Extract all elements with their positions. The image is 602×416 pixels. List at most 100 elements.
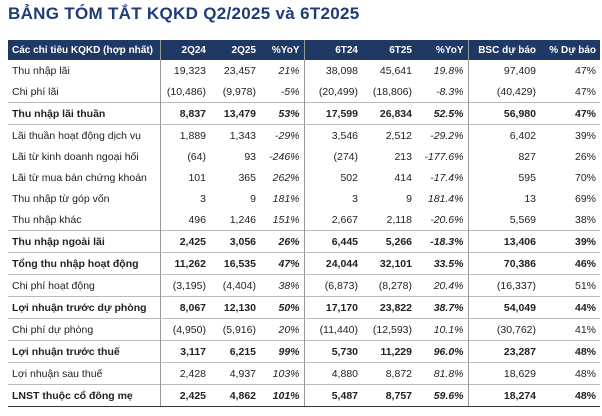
cell: 6,445: [304, 230, 362, 253]
row-label: Lãi từ mua bán chứng khoán: [8, 167, 161, 188]
table-row: Lợi nhuận trước thuế 3,117 6,215 99% 5,730 11…: [8, 340, 600, 363]
cell: 5,569: [509, 213, 536, 226]
cell: 13,406: [468, 230, 540, 253]
row-label: Thu nhập ngoài lãi: [8, 230, 161, 253]
cell: (5,916): [222, 323, 256, 336]
cell: (30,762): [496, 323, 536, 336]
row-label: Lãi thuần hoạt động dịch vụ: [8, 124, 161, 146]
cell: 47%: [574, 85, 596, 98]
cell: 8,067: [160, 296, 210, 319]
cell: 12,130: [210, 296, 260, 319]
cell: 39%: [540, 230, 600, 253]
cell: 99%: [260, 340, 305, 363]
cell: 48%: [540, 340, 600, 363]
row-label: Lợi nhuận trước thuế: [8, 340, 161, 363]
cell: 8,837: [160, 102, 210, 125]
table-row: Thu nhập lãi 19,323 23,457 21% 38,098 45,641 1…: [8, 60, 600, 81]
cell: 9: [250, 192, 256, 205]
cell: 18,629: [503, 367, 536, 380]
cell: 2,118: [386, 213, 413, 226]
cell: 4,862: [210, 384, 260, 407]
cell: 33.5%: [416, 252, 469, 275]
cell: 3: [200, 192, 206, 205]
cell: 21%: [260, 60, 305, 81]
cell: -20.6%: [416, 209, 469, 231]
table-row: Chi phí hoạt động (3,195) (4,404) 38% (6,873…: [8, 274, 600, 297]
cell: (64): [187, 150, 206, 163]
cell: 46%: [540, 252, 600, 275]
table-row: Lợi nhuận sau thuế 2,428 4,937 103% 4,880 8,8…: [8, 362, 600, 385]
cell: 52.5%: [416, 102, 469, 125]
cell: 47%: [574, 64, 596, 77]
cell: 23,822: [362, 296, 416, 319]
table-row: Thu nhập khác 496 1,246 151% 2,667 2,118 -20.6…: [8, 209, 600, 231]
cell: 502: [340, 171, 358, 184]
cell: 4,937: [229, 367, 256, 380]
cell: 59.6%: [416, 384, 469, 407]
cell: 38%: [260, 274, 305, 297]
row-label: Lợi nhuận trước dự phòng: [8, 296, 161, 319]
cell: -5%: [260, 81, 305, 103]
cell: 38%: [574, 213, 596, 226]
cell: 3,056: [210, 230, 260, 253]
cell: 20%: [260, 318, 305, 341]
cell: 97,409: [503, 64, 536, 77]
table-row: Thu nhập từ góp vốn 3 9 181% 3 9 181.4% 13 69%: [8, 188, 600, 209]
cell: 16,535: [210, 252, 260, 275]
cell: -177.6%: [416, 146, 469, 167]
cell: 2,425: [160, 384, 210, 407]
cell: 2,512: [385, 129, 412, 142]
cell: 48%: [574, 367, 596, 380]
column-header: 6T25: [362, 40, 416, 60]
cell: -246%: [260, 146, 305, 167]
cell: 213: [394, 150, 412, 163]
summary-table: Các chỉ tiêu KQKD (hợp nhất) 2Q24 2Q25 %YoY…: [8, 40, 600, 407]
cell: 20.4%: [416, 274, 469, 297]
cell: 5,730: [304, 340, 362, 363]
row-label: Lãi từ kinh doanh ngoại hối: [8, 146, 161, 167]
cell: 81.8%: [416, 362, 469, 385]
row-label: Tổng thu nhập hoạt động: [8, 252, 161, 275]
cell: (3,195): [172, 279, 206, 292]
cell: 19.8%: [416, 60, 469, 81]
cell: 38,098: [325, 64, 358, 77]
cell: 53%: [260, 102, 305, 125]
cell: 70%: [574, 171, 596, 184]
table-row: Lợi nhuận trước dự phòng 8,067 12,130 50% 17…: [8, 296, 600, 319]
cell: (274): [333, 150, 358, 163]
cell: 3,117: [160, 340, 210, 363]
cell: 96.0%: [416, 340, 469, 363]
cell: (12,593): [372, 323, 412, 336]
cell: 24,044: [304, 252, 362, 275]
cell: 2,428: [179, 367, 206, 380]
column-header: 2Q24: [160, 40, 210, 60]
cell: 70,386: [468, 252, 540, 275]
cell: 6,215: [210, 340, 260, 363]
table-row: Chi phí lãi (10,486) (9,978) -5% (20,499) (18…: [8, 81, 600, 103]
cell: 26%: [260, 230, 305, 253]
cell: 47%: [540, 102, 600, 125]
cell: 365: [238, 171, 256, 184]
column-header: BSC dự báo: [468, 40, 540, 60]
row-label: Chi phí lãi: [8, 81, 161, 103]
cell: (4,950): [172, 323, 206, 336]
cell: 26,834: [362, 102, 416, 125]
row-label: Thu nhập lãi: [8, 60, 161, 81]
cell: 17,599: [304, 102, 362, 125]
cell: 8,757: [362, 384, 416, 407]
table-row: Lãi từ mua bán chứng khoán 101 365 262% 502 4…: [8, 167, 600, 188]
cell: (11,440): [319, 323, 358, 336]
cell: 17,170: [304, 296, 362, 319]
cell: 9: [406, 192, 412, 205]
cell: (8,278): [378, 279, 412, 292]
row-label: Chi phí hoạt động: [8, 274, 161, 297]
cell: 827: [518, 150, 536, 163]
cell: 1,889: [179, 129, 206, 142]
row-label: Thu nhập khác: [8, 209, 161, 231]
cell: 101%: [260, 384, 305, 407]
cell: 8,872: [385, 367, 412, 380]
column-header: %YoY: [260, 40, 305, 60]
cell: 26%: [574, 150, 596, 163]
column-header: Các chỉ tiêu KQKD (hợp nhất): [8, 40, 161, 60]
cell: 56,980: [468, 102, 540, 125]
